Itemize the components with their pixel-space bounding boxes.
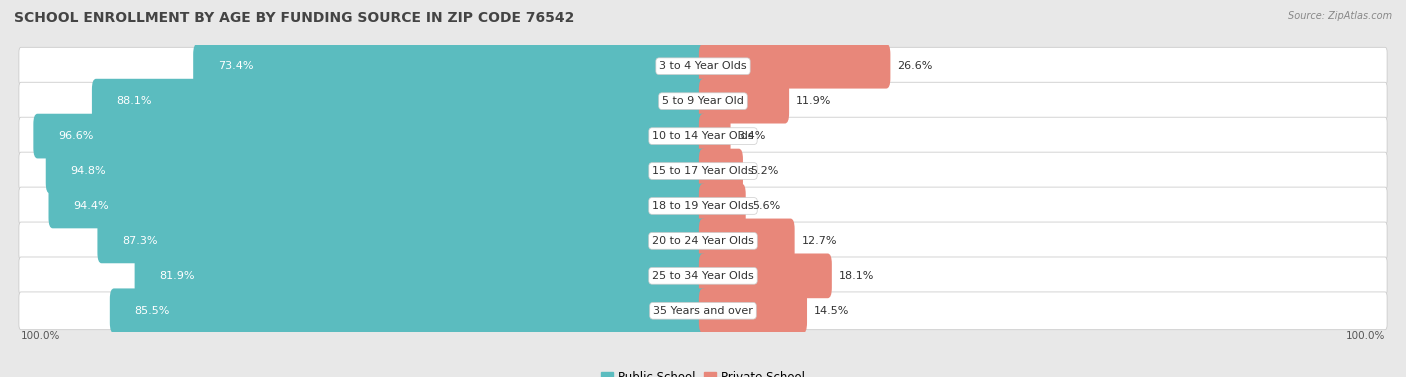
FancyBboxPatch shape bbox=[18, 117, 1388, 155]
FancyBboxPatch shape bbox=[699, 253, 832, 298]
FancyBboxPatch shape bbox=[18, 257, 1388, 295]
FancyBboxPatch shape bbox=[91, 79, 707, 124]
FancyBboxPatch shape bbox=[18, 152, 1388, 190]
FancyBboxPatch shape bbox=[46, 149, 707, 193]
FancyBboxPatch shape bbox=[699, 79, 789, 124]
Legend: Public School, Private School: Public School, Private School bbox=[596, 366, 810, 377]
Text: 94.8%: 94.8% bbox=[70, 166, 107, 176]
Text: 3.4%: 3.4% bbox=[738, 131, 766, 141]
Text: 5.6%: 5.6% bbox=[752, 201, 780, 211]
FancyBboxPatch shape bbox=[135, 253, 707, 298]
Text: SCHOOL ENROLLMENT BY AGE BY FUNDING SOURCE IN ZIP CODE 76542: SCHOOL ENROLLMENT BY AGE BY FUNDING SOUR… bbox=[14, 11, 575, 25]
FancyBboxPatch shape bbox=[18, 292, 1388, 329]
Text: 25 to 34 Year Olds: 25 to 34 Year Olds bbox=[652, 271, 754, 281]
FancyBboxPatch shape bbox=[34, 114, 707, 158]
FancyBboxPatch shape bbox=[18, 187, 1388, 225]
Text: 18.1%: 18.1% bbox=[839, 271, 875, 281]
FancyBboxPatch shape bbox=[97, 219, 707, 263]
FancyBboxPatch shape bbox=[699, 219, 794, 263]
FancyBboxPatch shape bbox=[48, 184, 707, 228]
FancyBboxPatch shape bbox=[699, 288, 807, 333]
Text: 88.1%: 88.1% bbox=[117, 96, 152, 106]
Text: 100.0%: 100.0% bbox=[21, 331, 60, 341]
Text: 94.4%: 94.4% bbox=[73, 201, 108, 211]
Text: 5 to 9 Year Old: 5 to 9 Year Old bbox=[662, 96, 744, 106]
FancyBboxPatch shape bbox=[18, 222, 1388, 260]
Text: 11.9%: 11.9% bbox=[796, 96, 831, 106]
FancyBboxPatch shape bbox=[699, 114, 731, 158]
Text: 87.3%: 87.3% bbox=[122, 236, 157, 246]
Text: 20 to 24 Year Olds: 20 to 24 Year Olds bbox=[652, 236, 754, 246]
FancyBboxPatch shape bbox=[18, 48, 1388, 85]
Text: 35 Years and over: 35 Years and over bbox=[652, 306, 754, 316]
Text: 85.5%: 85.5% bbox=[135, 306, 170, 316]
Text: 18 to 19 Year Olds: 18 to 19 Year Olds bbox=[652, 201, 754, 211]
FancyBboxPatch shape bbox=[110, 288, 707, 333]
Text: 14.5%: 14.5% bbox=[814, 306, 849, 316]
Text: 73.4%: 73.4% bbox=[218, 61, 253, 71]
Text: 81.9%: 81.9% bbox=[159, 271, 195, 281]
Text: 100.0%: 100.0% bbox=[1346, 331, 1385, 341]
Text: 10 to 14 Year Olds: 10 to 14 Year Olds bbox=[652, 131, 754, 141]
FancyBboxPatch shape bbox=[193, 44, 707, 89]
Text: 26.6%: 26.6% bbox=[897, 61, 932, 71]
FancyBboxPatch shape bbox=[699, 149, 742, 193]
FancyBboxPatch shape bbox=[699, 184, 745, 228]
Text: 12.7%: 12.7% bbox=[801, 236, 837, 246]
Text: 5.2%: 5.2% bbox=[749, 166, 779, 176]
Text: 3 to 4 Year Olds: 3 to 4 Year Olds bbox=[659, 61, 747, 71]
FancyBboxPatch shape bbox=[18, 82, 1388, 120]
Text: 15 to 17 Year Olds: 15 to 17 Year Olds bbox=[652, 166, 754, 176]
Text: Source: ZipAtlas.com: Source: ZipAtlas.com bbox=[1288, 11, 1392, 21]
FancyBboxPatch shape bbox=[699, 44, 890, 89]
Text: 96.6%: 96.6% bbox=[58, 131, 94, 141]
